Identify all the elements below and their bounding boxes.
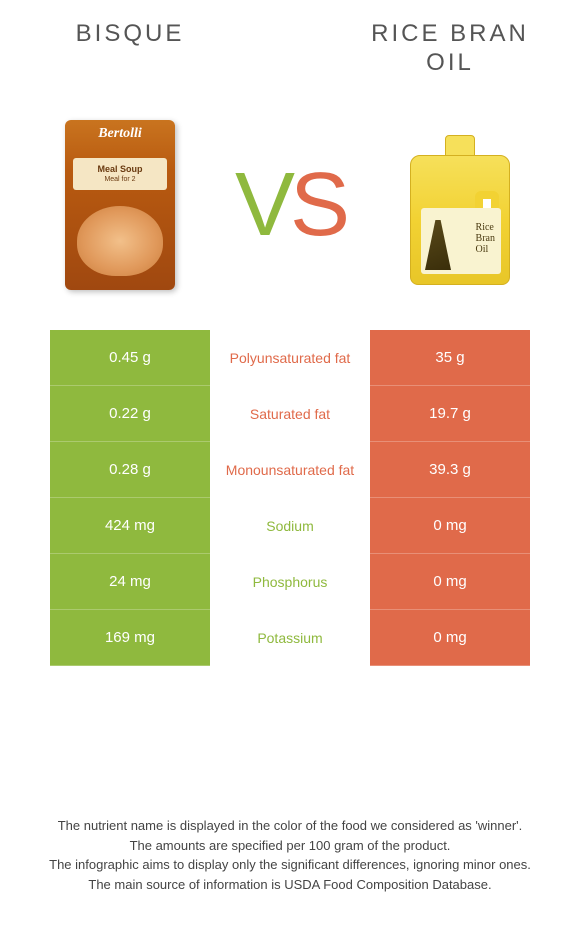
vs-s: S bbox=[290, 155, 345, 255]
cell-left-value: 0.22 g bbox=[50, 386, 210, 442]
vs-v: V bbox=[235, 155, 290, 255]
cell-right-value: 0 mg bbox=[370, 554, 530, 610]
bisque-image: Bertolli Meal Soup Meal for 2 bbox=[50, 115, 190, 295]
table-row: 424 mgSodium0 mg bbox=[50, 498, 530, 554]
bisque-brand-label: Bertolli bbox=[65, 126, 175, 142]
footer-line-2: The amounts are specified per 100 gram o… bbox=[40, 836, 540, 856]
bisque-sub-label: Meal Soup bbox=[65, 164, 175, 174]
cell-right-value: 0 mg bbox=[370, 610, 530, 666]
cell-right-value: 35 g bbox=[370, 330, 530, 386]
header: BISQUE RICE BRAN OIL bbox=[0, 0, 580, 100]
cell-left-value: 24 mg bbox=[50, 554, 210, 610]
cell-nutrient-name: Saturated fat bbox=[210, 386, 370, 442]
cell-left-value: 424 mg bbox=[50, 498, 210, 554]
title-right-line1: RICE BRAN bbox=[371, 20, 529, 47]
title-right-line2: OIL bbox=[426, 49, 474, 76]
table-row: 24 mgPhosphorus0 mg bbox=[50, 554, 530, 610]
oil-label-text: Rice Bran Oil bbox=[476, 222, 495, 255]
bisque-sub2-label: Meal for 2 bbox=[65, 176, 175, 183]
cell-left-value: 0.28 g bbox=[50, 442, 210, 498]
cell-left-value: 0.45 g bbox=[50, 330, 210, 386]
footer-line-3: The infographic aims to display only the… bbox=[40, 855, 540, 875]
footer-line-4: The main source of information is USDA F… bbox=[40, 875, 540, 895]
table-row: 0.28 gMonounsaturated fat39.3 g bbox=[50, 442, 530, 498]
title-bisque: BISQUE bbox=[30, 20, 230, 49]
vs-label: VS bbox=[235, 154, 345, 257]
cell-nutrient-name: Potassium bbox=[210, 610, 370, 666]
table-row: 169 mgPotassium0 mg bbox=[50, 610, 530, 666]
oil-bottle-icon: Rice Bran Oil bbox=[410, 125, 510, 285]
footer-notes: The nutrient name is displayed in the co… bbox=[0, 816, 580, 894]
images-row: Bertolli Meal Soup Meal for 2 VS Rice Br… bbox=[0, 100, 580, 330]
table-row: 0.45 gPolyunsaturated fat35 g bbox=[50, 330, 530, 386]
cell-right-value: 19.7 g bbox=[370, 386, 530, 442]
title-rice-bran-oil: RICE BRAN OIL bbox=[350, 20, 550, 78]
nutrition-table: 0.45 gPolyunsaturated fat35 g0.22 gSatur… bbox=[50, 330, 530, 666]
cell-nutrient-name: Sodium bbox=[210, 498, 370, 554]
cell-left-value: 169 mg bbox=[50, 610, 210, 666]
cell-nutrient-name: Phosphorus bbox=[210, 554, 370, 610]
footer-line-1: The nutrient name is displayed in the co… bbox=[40, 816, 540, 836]
cell-right-value: 0 mg bbox=[370, 498, 530, 554]
cell-right-value: 39.3 g bbox=[370, 442, 530, 498]
table-row: 0.22 gSaturated fat19.7 g bbox=[50, 386, 530, 442]
bisque-package-icon: Bertolli Meal Soup Meal for 2 bbox=[65, 120, 175, 290]
oil-image: Rice Bran Oil bbox=[390, 115, 530, 295]
cell-nutrient-name: Polyunsaturated fat bbox=[210, 330, 370, 386]
cell-nutrient-name: Monounsaturated fat bbox=[210, 442, 370, 498]
